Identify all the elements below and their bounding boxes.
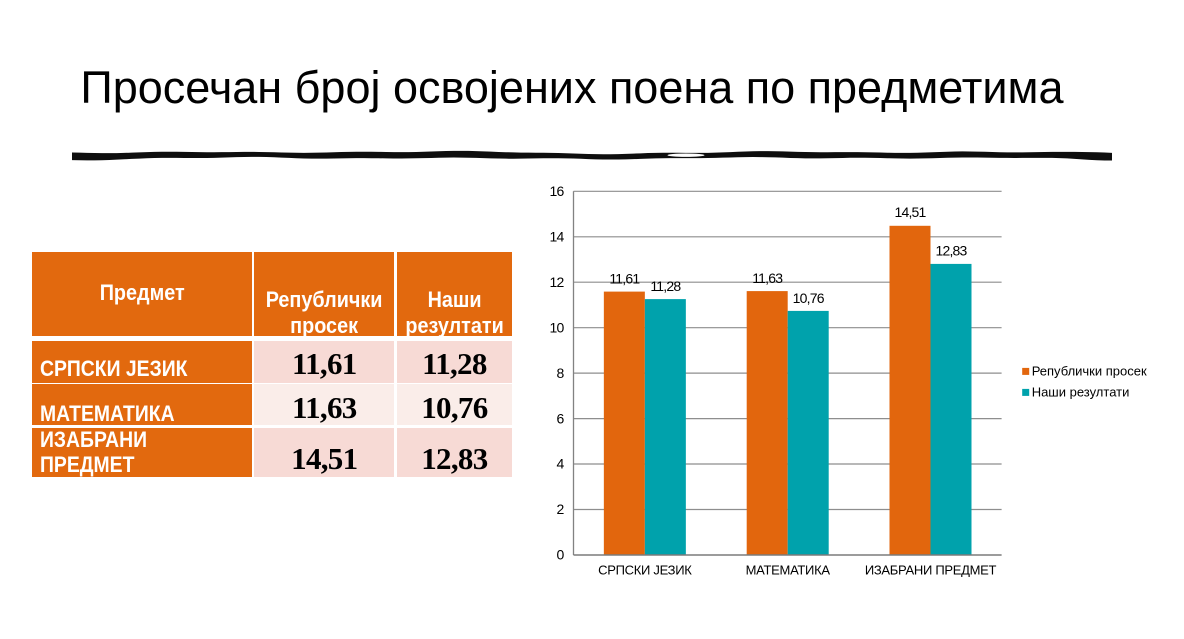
- svg-text:МАТЕМАТИКА: МАТЕМАТИКА: [746, 562, 831, 577]
- svg-text:10: 10: [550, 319, 565, 335]
- svg-text:16: 16: [550, 183, 565, 199]
- svg-text:10,76: 10,76: [793, 290, 825, 306]
- svg-text:2: 2: [557, 501, 565, 517]
- svg-text:14: 14: [550, 229, 565, 245]
- svg-text:8: 8: [557, 365, 565, 381]
- svg-text:6: 6: [557, 410, 565, 426]
- svg-text:14,51: 14,51: [894, 204, 926, 220]
- svg-text:12,83: 12,83: [935, 243, 967, 259]
- svg-text:11,63: 11,63: [752, 270, 783, 286]
- svg-text:0: 0: [557, 547, 565, 563]
- svg-text:ИЗАБРАНИ ПРЕДМЕТ: ИЗАБРАНИ ПРЕДМЕТ: [865, 562, 997, 577]
- svg-text:4: 4: [557, 456, 565, 472]
- svg-text:11,61: 11,61: [609, 270, 640, 286]
- svg-text:11,28: 11,28: [650, 278, 681, 294]
- svg-text:Наши резултати: Наши резултати: [1032, 385, 1130, 400]
- svg-text:Републички просек: Републички просек: [1032, 364, 1147, 379]
- svg-text:СРПСКИ ЈЕЗИК: СРПСКИ ЈЕЗИК: [598, 562, 692, 577]
- svg-text:12: 12: [550, 274, 565, 290]
